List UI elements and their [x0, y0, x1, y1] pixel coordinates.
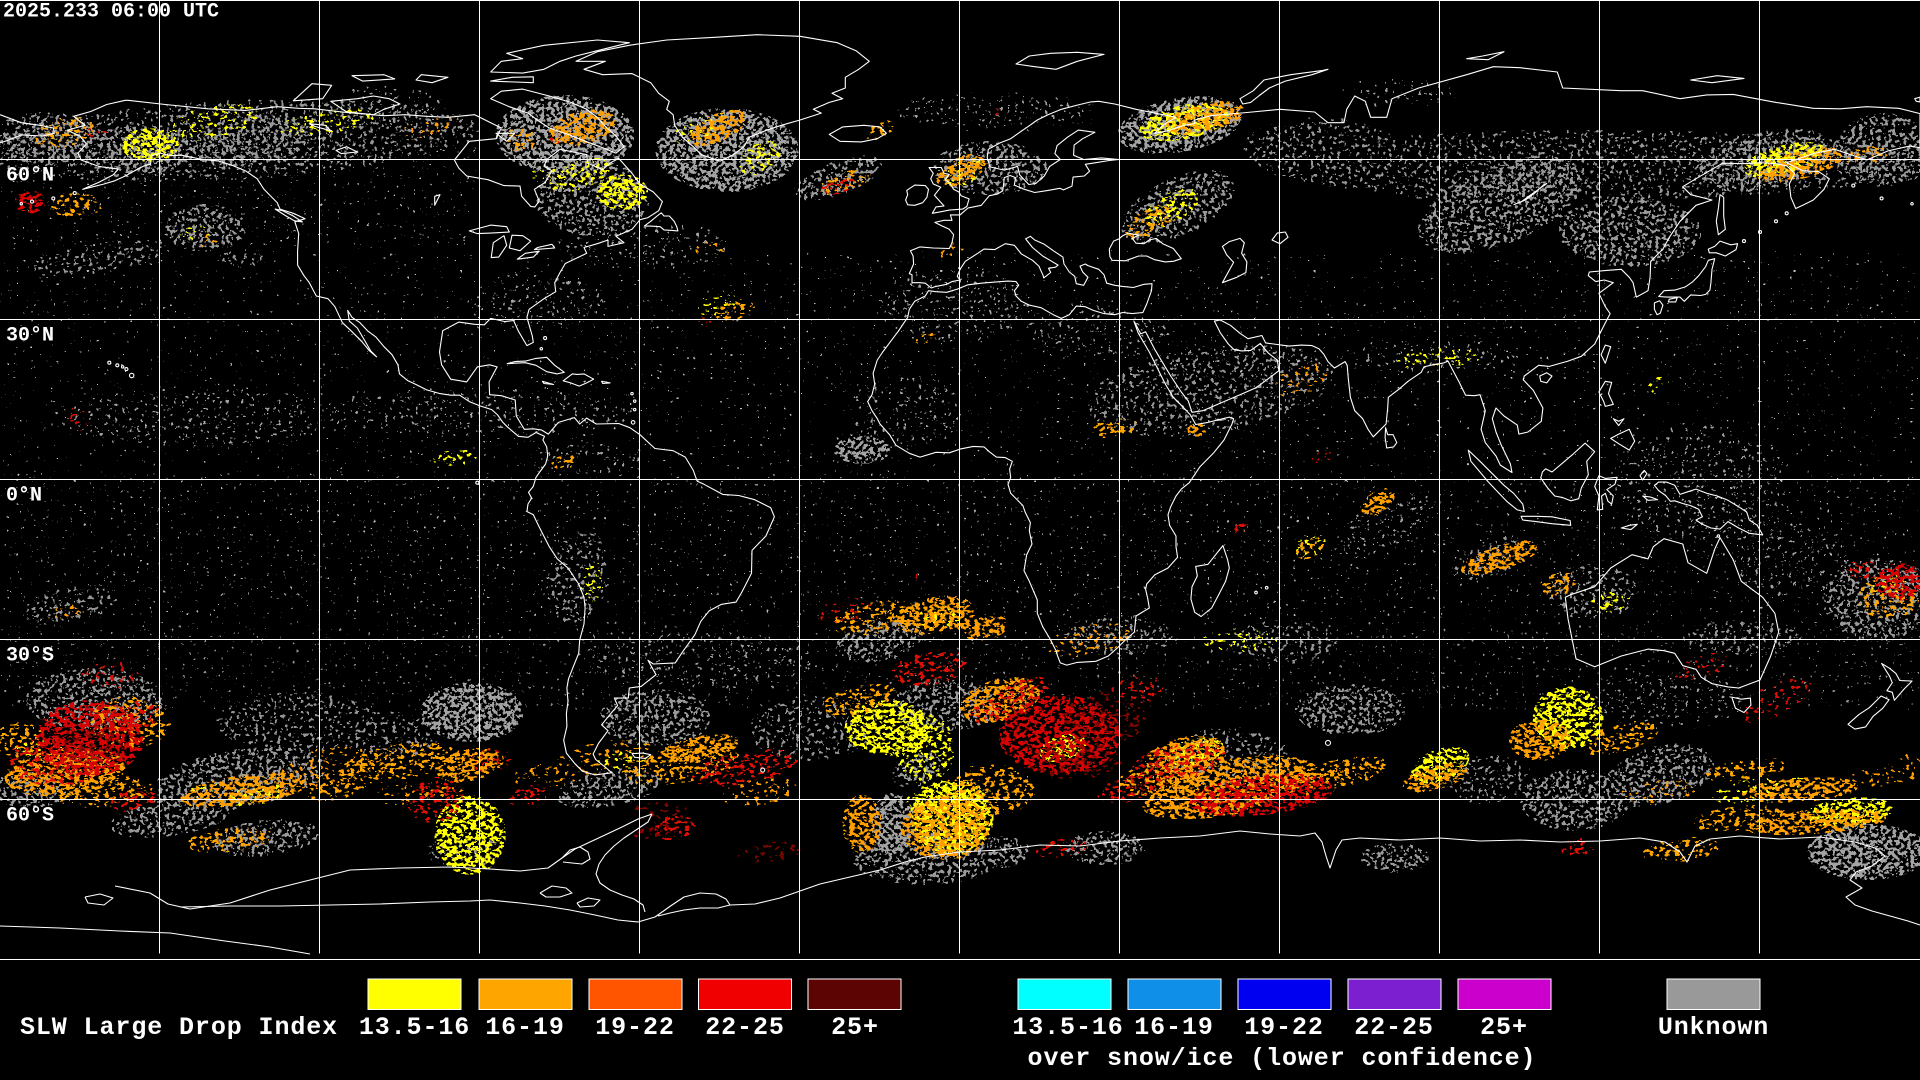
svg-text:2025.233 06:00 UTC: 2025.233 06:00 UTC	[3, 1, 219, 24]
svg-text:16-19: 16-19	[485, 1013, 565, 1042]
svg-text:19-22: 19-22	[1244, 1013, 1324, 1042]
svg-text:25+: 25+	[1480, 1013, 1528, 1042]
svg-text:30°N: 30°N	[6, 324, 54, 347]
svg-text:13.5-16: 13.5-16	[1012, 1013, 1123, 1042]
svg-text:22-25: 22-25	[1354, 1013, 1434, 1042]
svg-text:30°S: 30°S	[6, 644, 54, 667]
svg-text:over snow/ice (lower confidenc: over snow/ice (lower confidence)	[1028, 1044, 1537, 1073]
svg-text:60°S: 60°S	[6, 804, 54, 827]
svg-text:0°N: 0°N	[6, 484, 42, 507]
svg-text:19-22: 19-22	[595, 1013, 675, 1042]
svg-text:22-25: 22-25	[705, 1013, 785, 1042]
svg-text:60°N: 60°N	[6, 164, 54, 187]
svg-text:25+: 25+	[831, 1013, 879, 1042]
svg-text:SLW Large Drop Index: SLW Large Drop Index	[20, 1013, 338, 1042]
svg-text:16-19: 16-19	[1134, 1013, 1214, 1042]
svg-text:Unknown: Unknown	[1658, 1013, 1769, 1042]
svg-text:13.5-16: 13.5-16	[359, 1013, 470, 1042]
